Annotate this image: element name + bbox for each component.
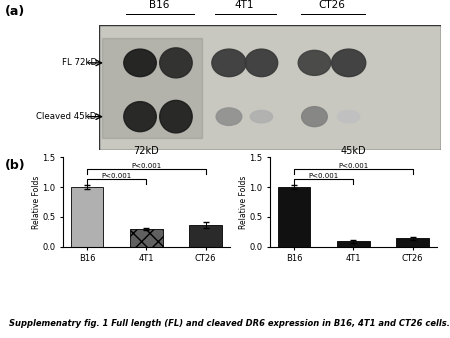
Bar xyxy=(103,38,202,138)
Ellipse shape xyxy=(302,107,327,127)
Bar xyxy=(396,238,429,247)
Text: FL 72kD: FL 72kD xyxy=(62,58,97,67)
Bar xyxy=(278,187,310,247)
Text: (b): (b) xyxy=(4,159,25,172)
Title: 45kD: 45kD xyxy=(341,146,366,156)
Text: Cleaved 45kD: Cleaved 45kD xyxy=(36,112,97,121)
Ellipse shape xyxy=(124,49,156,77)
Ellipse shape xyxy=(216,108,242,125)
Text: B16: B16 xyxy=(148,0,169,10)
Ellipse shape xyxy=(338,111,360,123)
Y-axis label: Relative Folds: Relative Folds xyxy=(239,175,248,228)
Ellipse shape xyxy=(298,50,331,75)
Ellipse shape xyxy=(212,49,246,77)
Text: P<0.001: P<0.001 xyxy=(131,163,162,169)
Y-axis label: Relative Folds: Relative Folds xyxy=(32,175,41,228)
Text: P<0.001: P<0.001 xyxy=(338,163,369,169)
Ellipse shape xyxy=(124,102,156,132)
Text: Supplemenatry fig. 1 Full length (FL) and cleaved DR6 expression in B16, 4T1 and: Supplemenatry fig. 1 Full length (FL) an… xyxy=(9,319,450,329)
Text: P<0.001: P<0.001 xyxy=(308,173,339,179)
Ellipse shape xyxy=(160,48,192,78)
Text: (a): (a) xyxy=(4,5,25,18)
Text: CT26: CT26 xyxy=(318,0,345,10)
Ellipse shape xyxy=(245,49,278,77)
Title: 72kD: 72kD xyxy=(133,146,159,156)
Text: P<0.001: P<0.001 xyxy=(101,173,132,179)
Bar xyxy=(337,241,369,247)
Ellipse shape xyxy=(332,49,366,77)
Ellipse shape xyxy=(250,111,273,123)
Bar xyxy=(189,225,222,247)
Bar xyxy=(71,187,103,247)
Bar xyxy=(130,229,162,247)
Text: 4T1: 4T1 xyxy=(234,0,254,10)
Ellipse shape xyxy=(160,100,192,133)
